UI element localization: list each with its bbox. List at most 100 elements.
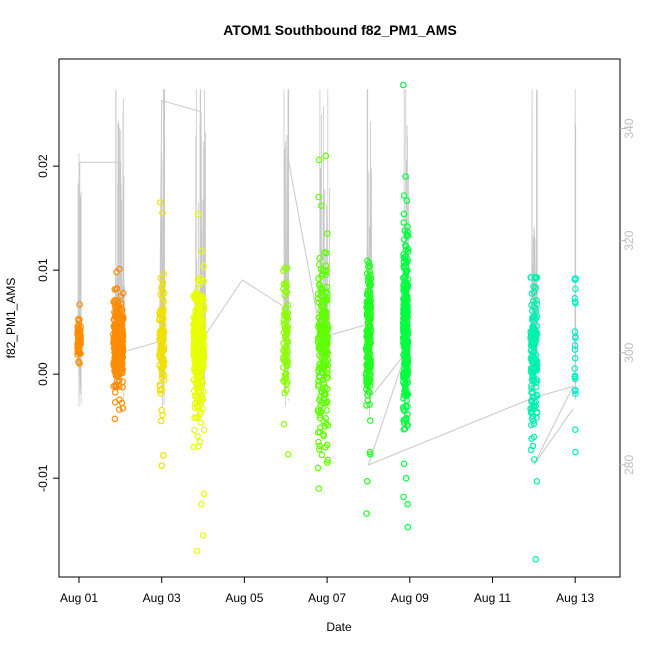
point-3-222 — [197, 372, 204, 379]
point-5-197 — [323, 350, 331, 357]
point-8-142 — [527, 446, 535, 454]
secondary-spikes-9 — [574, 89, 577, 400]
point-6-72 — [366, 417, 374, 424]
y-tick-label-2: 0.01 — [36, 258, 50, 282]
point-5-199 — [323, 267, 330, 274]
point-4-72 — [284, 450, 292, 458]
point-9-11 — [571, 390, 579, 397]
point-8-92 — [528, 385, 535, 392]
point-9-13 — [571, 354, 579, 362]
point-5-177 — [322, 443, 329, 451]
point-8-127 — [533, 408, 541, 416]
point-7-232 — [402, 252, 409, 260]
x-tick-label-6: Aug 13 — [556, 591, 594, 605]
point-1-248 — [114, 323, 121, 330]
point-7-230 — [404, 284, 411, 291]
point-5-195 — [322, 271, 330, 279]
point-2-87 — [160, 358, 167, 366]
point-7-191 — [400, 395, 407, 402]
plot-frame — [58, 58, 621, 578]
point-1-263 — [113, 268, 120, 276]
y-axis-left: -0.01 0.00 0.01 0.02 — [36, 154, 59, 492]
point-6-111 — [366, 371, 374, 379]
point-4-48 — [283, 362, 290, 369]
point-8-57 — [532, 284, 540, 292]
point-9-20 — [571, 276, 579, 283]
point-7-221 — [399, 374, 407, 381]
point-7-86 — [400, 460, 408, 468]
point-9-17 — [571, 375, 579, 383]
point-6-152 — [367, 327, 375, 335]
x-tick-label-2: Aug 05 — [225, 591, 263, 605]
data-points — [74, 81, 579, 563]
point-9-16 — [571, 294, 579, 302]
x-axis-title: Date — [326, 620, 352, 634]
point-4-64 — [283, 343, 291, 351]
point-1-158 — [119, 306, 126, 314]
x-tick-label-3: Aug 07 — [308, 591, 346, 605]
point-1-259 — [112, 381, 120, 389]
point-5-214 — [324, 326, 332, 334]
point-8-143 — [531, 311, 539, 319]
point-5-219 — [324, 456, 332, 464]
point-2-93 — [158, 462, 166, 470]
point-7-254 — [404, 391, 412, 398]
point-7-272 — [403, 344, 410, 352]
point-1-130 — [118, 399, 126, 407]
point-7-275 — [400, 327, 407, 335]
point-3-279 — [199, 362, 206, 369]
point-9-4 — [571, 426, 579, 434]
point-4-66 — [284, 301, 292, 309]
point-4-70 — [283, 264, 291, 272]
point-2-90 — [157, 199, 164, 206]
point-5-124 — [319, 384, 326, 392]
point-1-240 — [118, 359, 126, 366]
point-2-73 — [160, 343, 168, 350]
point-3-273 — [194, 432, 201, 440]
point-2-77 — [158, 371, 166, 378]
point-2-88 — [156, 386, 164, 394]
point-1-78 — [111, 388, 119, 396]
point-5-196 — [315, 261, 323, 268]
point-1-223 — [110, 362, 118, 369]
point-7-199 — [404, 281, 412, 289]
point-7-205 — [401, 387, 408, 395]
point-1-228 — [113, 285, 120, 293]
point-7-172 — [401, 277, 408, 285]
point-3-242 — [191, 414, 198, 422]
point-5-200 — [320, 391, 328, 399]
point-6-162 — [363, 510, 370, 517]
point-3-276 — [193, 329, 201, 337]
point-8-140 — [532, 305, 539, 313]
point-3-258 — [199, 396, 207, 403]
point-4-68 — [280, 317, 288, 324]
point-8-114 — [527, 405, 534, 412]
point-6-149 — [365, 388, 372, 396]
point-9-23 — [571, 328, 579, 335]
point-6-128 — [363, 375, 370, 383]
point-5-150 — [321, 308, 329, 316]
point-1-60 — [116, 406, 123, 413]
point-7-246 — [402, 242, 409, 249]
point-8-152 — [533, 477, 541, 485]
point-5-212 — [317, 344, 324, 352]
point-4-73 — [280, 420, 288, 428]
point-9-5 — [571, 346, 579, 353]
point-7-285 — [404, 500, 411, 508]
point-5-142 — [316, 374, 323, 381]
point-5-14 — [315, 438, 322, 446]
point-2-84 — [157, 311, 165, 319]
point-8-153 — [530, 456, 538, 463]
point-7-231 — [403, 232, 411, 240]
point-3-267 — [196, 394, 203, 402]
point-8-134 — [529, 371, 537, 379]
point-4-0 — [281, 292, 289, 300]
point-7-228 — [401, 384, 409, 392]
point-5-215 — [320, 400, 328, 407]
y-tick-label-1: 0.00 — [36, 362, 50, 386]
point-3-277 — [196, 305, 204, 313]
x-tick-label-5: Aug 11 — [474, 591, 511, 605]
point-9-10 — [571, 341, 579, 349]
point-2-82 — [160, 332, 167, 339]
point-5-144 — [315, 445, 323, 453]
